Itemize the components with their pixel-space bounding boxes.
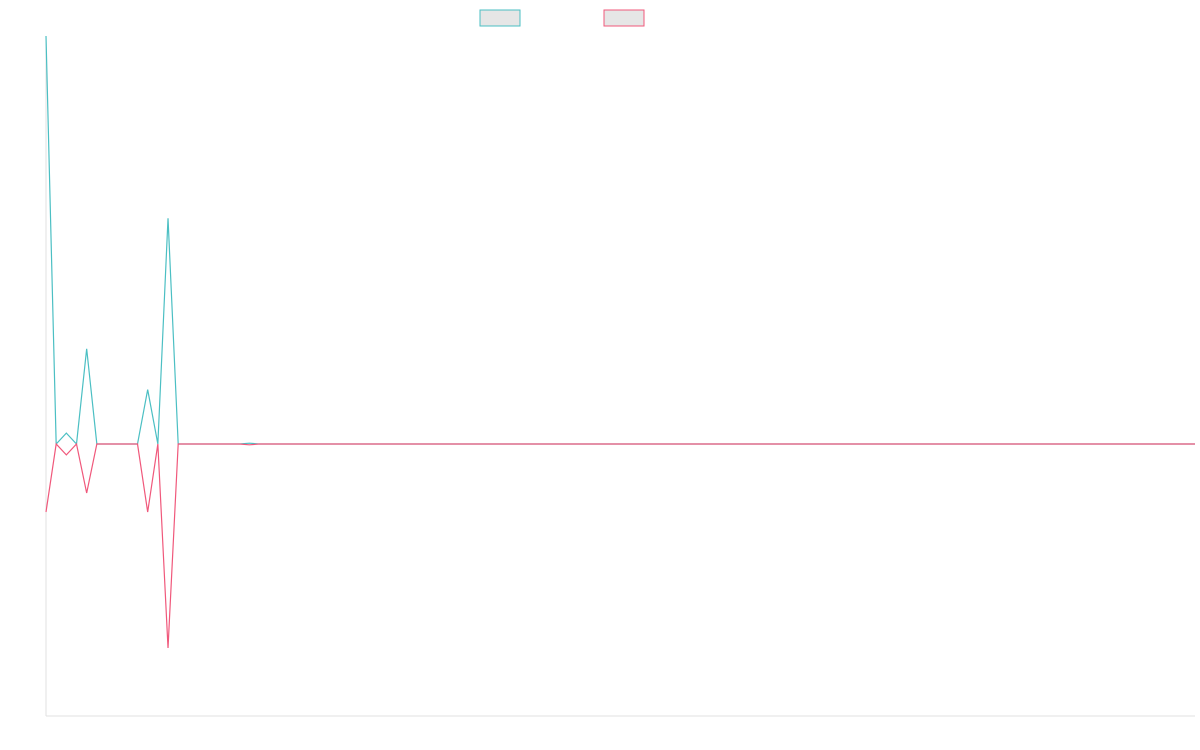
series-line-2	[45, 442, 1195, 649]
legend-swatch-series-1[interactable]	[479, 9, 521, 27]
legend	[479, 9, 645, 27]
series-line-1	[45, 35, 1195, 446]
legend-swatch-series-2[interactable]	[603, 9, 645, 27]
axes	[45, 36, 1195, 717]
series-lines	[45, 35, 1195, 649]
